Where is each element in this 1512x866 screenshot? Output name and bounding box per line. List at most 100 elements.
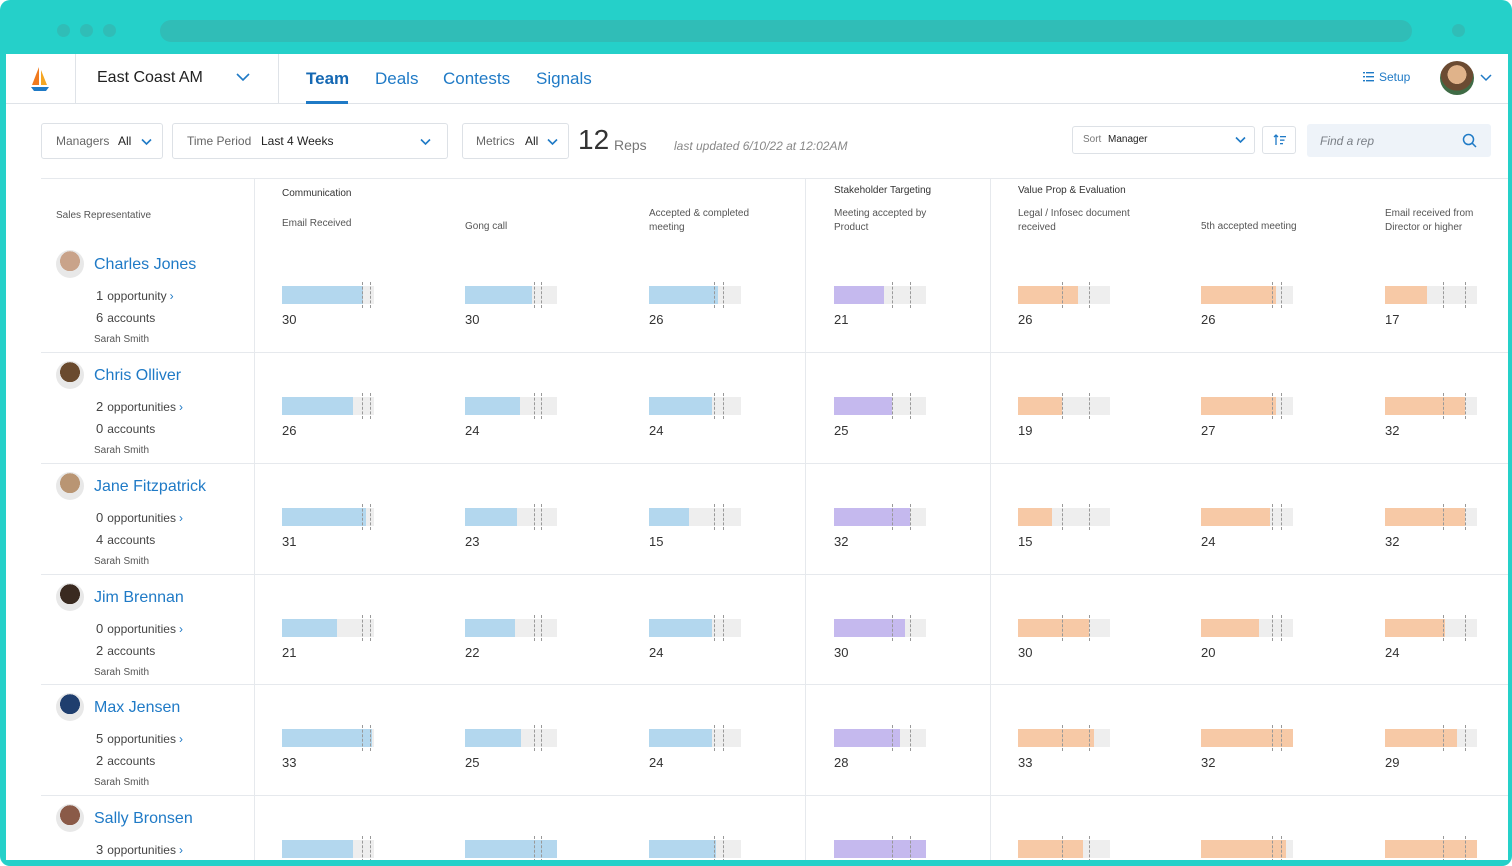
column-header-5th-meeting[interactable]: 5th accepted meeting [1201, 221, 1297, 232]
setup-link[interactable]: Setup [1379, 70, 1411, 84]
accounts-count: 0 accounts [96, 421, 155, 436]
metric-bar [1385, 282, 1477, 308]
rep-name-link[interactable]: Sally Bronsen [94, 810, 193, 827]
column-header-director-email[interactable]: Email received from Director or higher [1385, 208, 1474, 233]
list-icon[interactable] [1363, 71, 1374, 82]
managers-filter[interactable]: Managers All [41, 123, 163, 159]
opportunity-count: 2 [96, 399, 104, 414]
column-header-accepted-meeting[interactable]: Accepted & completed meeting [649, 208, 750, 233]
metric-bar [282, 504, 374, 530]
sort-direction-button[interactable] [1262, 126, 1296, 154]
opportunities-link[interactable]: 1 opportunity › [96, 288, 174, 303]
opportunities-link[interactable]: 0 opportunities › [96, 621, 183, 636]
chevron-down-icon [1235, 136, 1246, 144]
address-bar[interactable] [160, 20, 1412, 42]
metric-bar-fill [282, 397, 353, 415]
target-marker [714, 504, 715, 530]
rep-avatar[interactable] [56, 472, 84, 500]
target-marker [541, 615, 542, 641]
metric-bar [1018, 282, 1110, 308]
column-header-email-received[interactable]: Email Received [282, 218, 352, 229]
target-marker [910, 615, 911, 641]
opportunities-link[interactable]: 0 opportunities › [96, 510, 183, 525]
browser-toolbar [0, 0, 1512, 54]
metric-bar-fill [649, 286, 718, 304]
row-divider [41, 795, 1508, 796]
chevron-down-icon[interactable] [1480, 73, 1492, 82]
chevron-down-icon[interactable] [236, 72, 250, 82]
target-marker [534, 504, 535, 530]
tab-signals[interactable]: Signals [536, 69, 592, 88]
opportunities-link[interactable]: 3 opportunities › [96, 842, 183, 857]
user-avatar[interactable] [1440, 61, 1474, 95]
rep-avatar[interactable] [56, 250, 84, 278]
metric-bar [282, 282, 374, 308]
rep-name-link[interactable]: Chris Olliver [94, 367, 182, 384]
rep-avatar[interactable] [56, 804, 84, 832]
metric-bar [465, 836, 557, 860]
rep-name-link[interactable]: Jim Brennan [94, 589, 184, 606]
rep-avatar[interactable] [56, 693, 84, 721]
metric-bar [834, 836, 926, 860]
rep-name-link[interactable]: Jane Fitzpatrick [94, 478, 207, 495]
target-marker [370, 504, 371, 530]
tab-deals[interactable]: Deals [375, 69, 419, 88]
window-close-dot[interactable] [57, 24, 70, 37]
rep-avatar[interactable] [56, 361, 84, 389]
metric-bar [1385, 393, 1477, 419]
column-header-meeting-accepted-product[interactable]: Meeting accepted by Product [834, 208, 927, 233]
opportunities-link[interactable]: 2 opportunities › [96, 399, 183, 414]
target-marker [534, 836, 535, 860]
opportunities-link[interactable]: 5 opportunities › [96, 731, 183, 746]
target-marker [370, 836, 371, 860]
metric-value: 32 [1201, 755, 1216, 770]
target-marker [1272, 504, 1273, 530]
search-icon[interactable] [1462, 133, 1477, 148]
rep-name-link[interactable]: Max Jensen [94, 699, 181, 716]
target-marker [1443, 725, 1444, 751]
target-marker [910, 282, 911, 308]
target-marker [723, 836, 724, 860]
target-marker [1089, 504, 1090, 530]
metric-bar-fill [465, 508, 517, 526]
target-marker [714, 615, 715, 641]
tab-team[interactable]: Team [306, 69, 350, 88]
target-marker [1281, 725, 1282, 751]
rep-name-link[interactable]: Charles Jones [94, 256, 197, 273]
metric-bar-fill [834, 508, 910, 526]
sailboat-logo-icon[interactable] [28, 66, 52, 92]
browser-menu-dot[interactable] [1452, 24, 1465, 37]
tab-contests[interactable]: Contests [443, 69, 511, 88]
rep-avatar[interactable] [56, 583, 84, 611]
account-count: 2 [96, 753, 104, 768]
team-selector[interactable]: East Coast AM [97, 69, 203, 86]
target-marker [1443, 282, 1444, 308]
target-marker [910, 504, 911, 530]
column-header-gong-call[interactable]: Gong call [465, 221, 508, 232]
metrics-filter[interactable]: Metrics All [462, 123, 569, 159]
search-input[interactable] [1320, 133, 1460, 149]
window-maximize-dot[interactable] [103, 24, 116, 37]
sort-select[interactable]: Sort Manager [1072, 126, 1255, 154]
column-header-legal-infosec[interactable]: Legal / Infosec document received [1018, 208, 1130, 233]
target-marker [723, 504, 724, 530]
target-marker [1443, 504, 1444, 530]
metric-bar [649, 725, 741, 751]
metric-value: 31 [282, 534, 297, 549]
metric-bar [282, 615, 374, 641]
window-minimize-dot[interactable] [80, 24, 93, 37]
target-marker [1272, 615, 1273, 641]
time-period-filter[interactable]: Time Period Last 4 Weeks [172, 123, 448, 159]
target-marker [892, 836, 893, 860]
target-marker [534, 615, 535, 641]
metric-bar [1201, 615, 1293, 641]
metric-bar-fill [465, 729, 521, 747]
metric-value: 19 [1018, 423, 1033, 438]
opportunity-label: opportunities [107, 622, 176, 636]
opportunity-count: 0 [96, 510, 104, 525]
rep-search[interactable] [1307, 124, 1491, 157]
metric-bar [834, 615, 926, 641]
target-marker [1465, 504, 1466, 530]
metric-bar-fill [649, 840, 716, 858]
target-marker [1465, 725, 1466, 751]
